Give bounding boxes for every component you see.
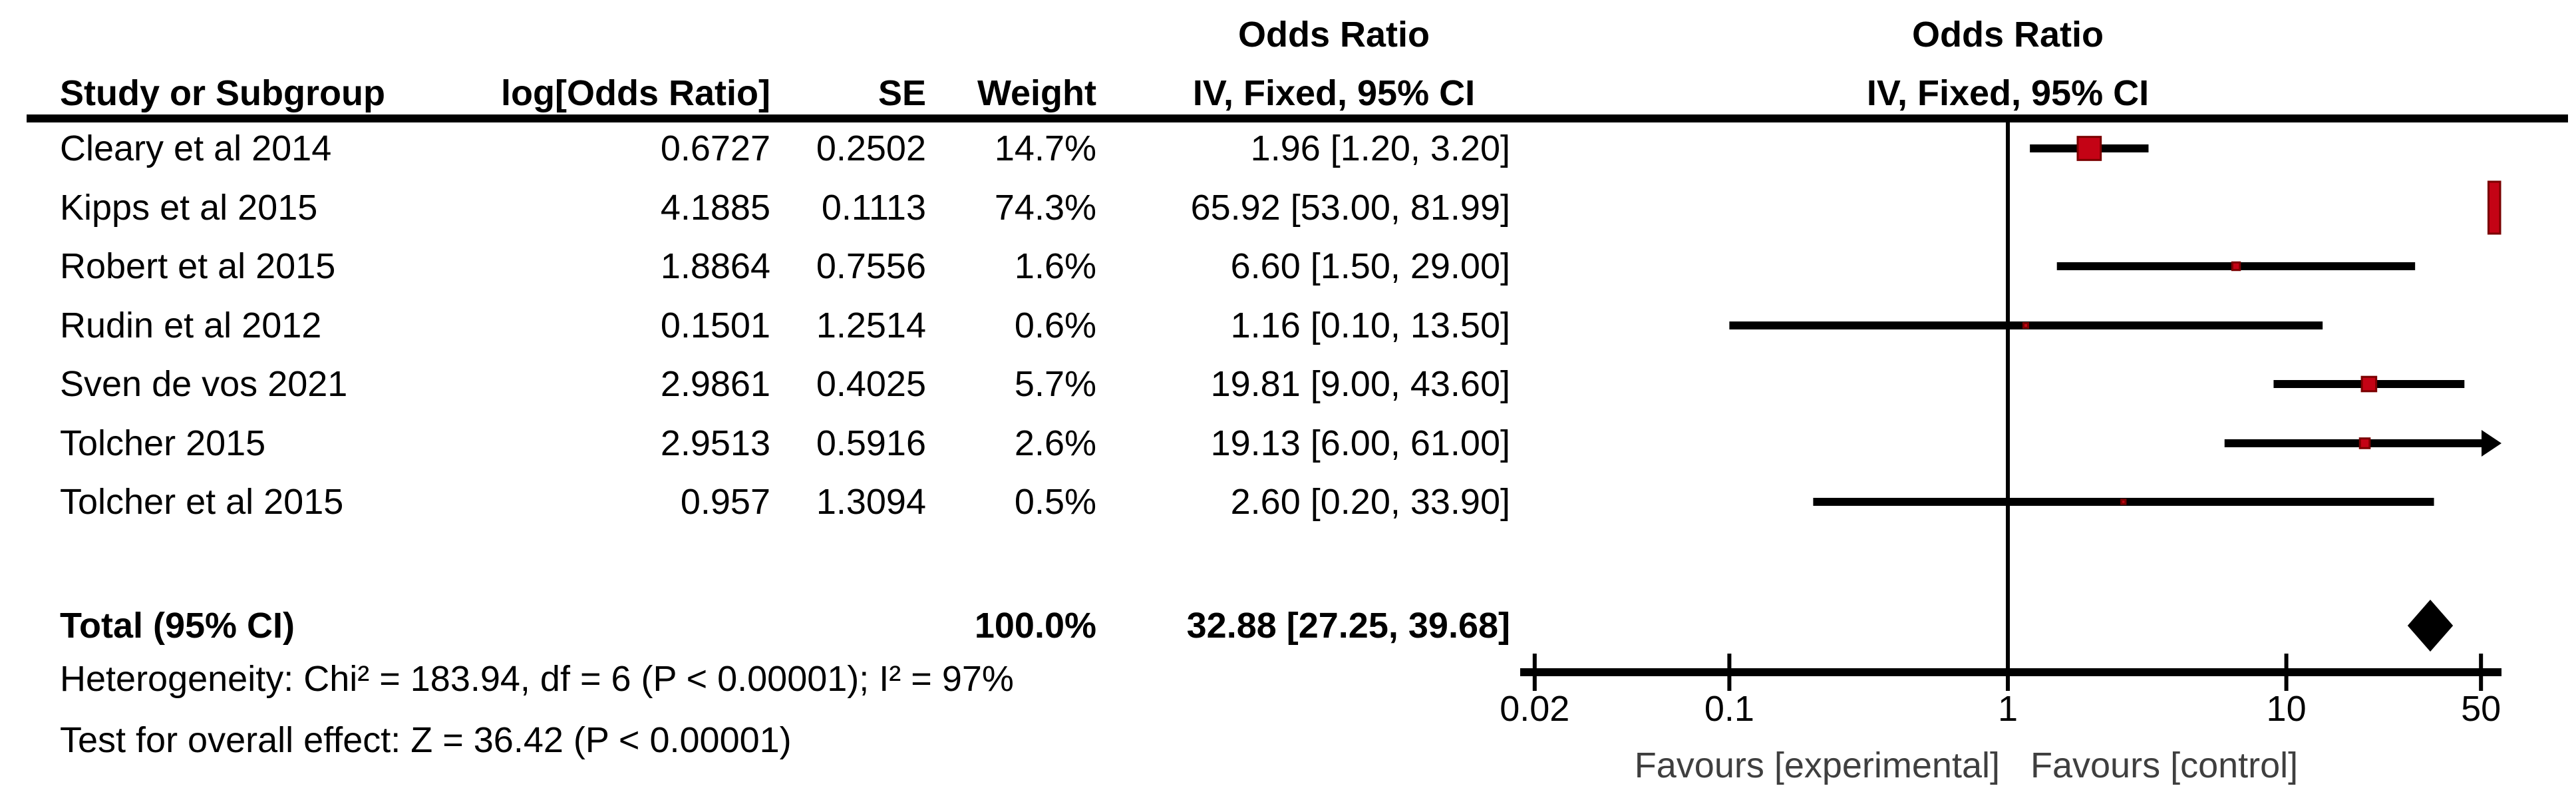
axis-tick (1727, 654, 1732, 691)
study-ci-text: 19.81 [9.00, 43.60] (1210, 364, 1510, 404)
heterogeneity-stats: Heterogeneity: Chi² = 183.94, df = 6 (P … (60, 659, 1014, 699)
axis-tick-label: 50 (2461, 689, 2501, 729)
study-point-square (2358, 437, 2371, 449)
header-odds-ratio-table: Odds Ratio (1237, 15, 1430, 55)
study-weight: 0.6% (1014, 305, 1096, 345)
study-log-odds-ratio: 0.1501 (660, 305, 770, 345)
study-weight: 74.3% (994, 188, 1096, 228)
study-weight: 1.6% (1014, 246, 1096, 286)
axis-tick-label: 1 (1997, 689, 2018, 729)
study-name: Cleary et al 2014 (60, 128, 332, 168)
header-odds-ratio-plot: Odds Ratio (1911, 15, 2104, 55)
ci-whisker (2224, 439, 2484, 447)
study-log-odds-ratio: 2.9513 (660, 423, 770, 463)
favours-control-label: Favours [control] (2030, 745, 2299, 785)
study-name: Tolcher et al 2015 (60, 482, 344, 522)
ci-arrow-right (2482, 430, 2501, 457)
study-point-square (2120, 499, 2127, 505)
x-axis-line (1520, 668, 2501, 676)
study-ci-text: 6.60 [1.50, 29.00] (1230, 246, 1510, 286)
study-name: Sven de vos 2021 (60, 364, 348, 404)
header-rule (27, 114, 2568, 122)
study-se: 0.1113 (821, 188, 926, 228)
study-se: 1.2514 (816, 305, 926, 345)
header-se: SE (878, 73, 926, 113)
header-study-or-subgroup: Study or Subgroup (60, 73, 385, 113)
study-weight: 5.7% (1014, 364, 1096, 404)
overall-effect-stats: Test for overall effect: Z = 36.42 (P < … (60, 720, 792, 760)
total-label: Total (95% CI) (60, 606, 295, 646)
study-ci-text: 1.16 [0.10, 13.50] (1230, 305, 1510, 345)
study-name: Kipps et al 2015 (60, 188, 318, 228)
study-point-square (2022, 321, 2029, 329)
axis-tick-label: 0.02 (1500, 689, 1570, 729)
study-log-odds-ratio: 0.957 (680, 482, 770, 522)
study-se: 0.5916 (816, 423, 926, 463)
study-se: 0.7556 (816, 246, 926, 286)
study-ci-text: 19.13 [6.00, 61.00] (1210, 423, 1510, 463)
study-ci-text: 65.92 [53.00, 81.99] (1190, 188, 1510, 228)
header-ci-method-plot: IV, Fixed, 95% CI (1866, 73, 2150, 113)
header-weight: Weight (977, 73, 1096, 113)
axis-tick (2006, 654, 2010, 691)
study-point-square (2487, 180, 2501, 235)
no-effect-line (2006, 122, 2010, 672)
study-se: 0.2502 (816, 128, 926, 168)
axis-tick (1532, 654, 1537, 691)
study-log-odds-ratio: 0.6727 (660, 128, 770, 168)
study-weight: 0.5% (1014, 482, 1096, 522)
study-ci-text: 1.96 [1.20, 3.20] (1250, 128, 1510, 168)
study-point-square (2076, 136, 2102, 161)
study-se: 1.3094 (816, 482, 926, 522)
axis-tick (2479, 654, 2484, 691)
axis-tick-label: 0.1 (1704, 689, 1754, 729)
header-ci-method-table: IV, Fixed, 95% CI (1192, 73, 1476, 113)
total-weight: 100.0% (974, 606, 1096, 646)
study-name: Rudin et al 2012 (60, 305, 322, 345)
study-log-odds-ratio: 1.8864 (660, 246, 770, 286)
axis-tick (2284, 654, 2289, 691)
favours-experimental-label: Favours [experimental] (1634, 745, 2000, 785)
total-diamond (2407, 600, 2454, 652)
study-ci-text: 2.60 [0.20, 33.90] (1230, 482, 1510, 522)
study-name: Robert et al 2015 (60, 246, 336, 286)
study-point-square (2231, 261, 2241, 272)
study-log-odds-ratio: 2.9861 (660, 364, 770, 404)
study-weight: 14.7% (994, 128, 1096, 168)
study-name: Tolcher 2015 (60, 423, 266, 463)
header-log-odds-ratio: log[Odds Ratio] (501, 73, 770, 113)
total-ci-text: 32.88 [27.25, 39.68] (1186, 606, 1510, 646)
study-se: 0.4025 (816, 364, 926, 404)
axis-tick-label: 10 (2266, 689, 2307, 729)
study-point-square (2360, 375, 2378, 393)
study-log-odds-ratio: 4.1885 (660, 188, 770, 228)
study-weight: 2.6% (1014, 423, 1096, 463)
